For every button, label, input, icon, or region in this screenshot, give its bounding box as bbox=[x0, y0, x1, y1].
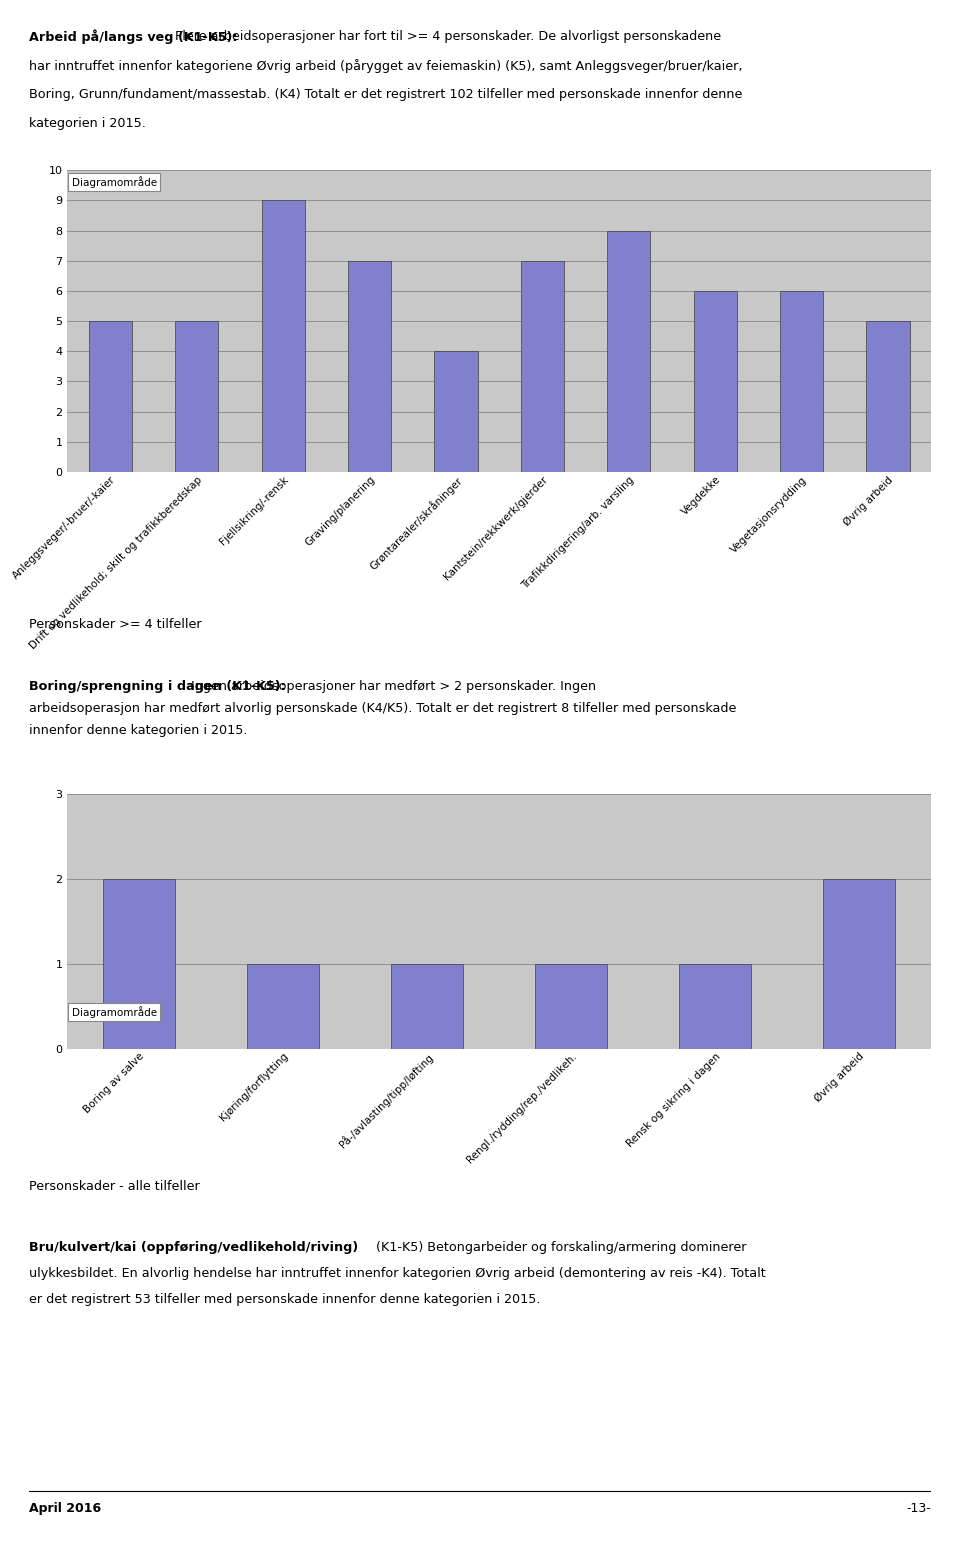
Text: Fjellsikring/-rensk: Fjellsikring/-rensk bbox=[218, 475, 290, 548]
Bar bbox=[434, 351, 477, 472]
Bar bbox=[535, 964, 607, 1049]
Text: Arbeid på/langs veg (K1-K5):: Arbeid på/langs veg (K1-K5): bbox=[29, 29, 237, 45]
Bar bbox=[823, 879, 895, 1049]
Text: Ingen arbeidsoperasjoner har medført > 2 personskader. Ingen: Ingen arbeidsoperasjoner har medført > 2… bbox=[186, 679, 596, 693]
Bar bbox=[780, 291, 823, 472]
Text: Diagramområde: Diagramområde bbox=[71, 176, 156, 189]
Text: Drift og vedlikehold; skilt og trafikkberedskap: Drift og vedlikehold; skilt og trafikkbe… bbox=[28, 475, 204, 651]
Text: ulykkesbildet. En alvorlig hendelse har inntruffet innenfor kategorien Øvrig arb: ulykkesbildet. En alvorlig hendelse har … bbox=[29, 1267, 765, 1279]
Bar bbox=[261, 200, 305, 472]
Text: Flere arbeidsoperasjoner har fort til >= 4 personskader. De alvorligst personska: Flere arbeidsoperasjoner har fort til >=… bbox=[172, 29, 722, 43]
Text: Grøntarealer/skråninger: Grøntarealer/skråninger bbox=[367, 475, 465, 572]
Text: Vegetasjonsrydding: Vegetasjonsrydding bbox=[729, 475, 808, 554]
Text: Anleggsveger/-bruer/-kaier: Anleggsveger/-bruer/-kaier bbox=[11, 475, 117, 582]
Text: Boring/sprengning i dagen (K1-K5):: Boring/sprengning i dagen (K1-K5): bbox=[29, 679, 285, 693]
Text: -13-: -13- bbox=[906, 1502, 931, 1515]
Text: har inntruffet innenfor kategoriene Øvrig arbeid (pårygget av feiemaskin) (K5), : har inntruffet innenfor kategoriene Øvri… bbox=[29, 59, 742, 73]
Bar bbox=[693, 291, 737, 472]
Bar bbox=[391, 964, 463, 1049]
Bar bbox=[866, 320, 909, 472]
Text: Trafikkdirigering/arb. varsling: Trafikkdirigering/arb. varsling bbox=[519, 475, 636, 591]
Text: April 2016: April 2016 bbox=[29, 1502, 101, 1515]
Text: Diagramområde: Diagramområde bbox=[71, 1007, 156, 1018]
Text: Boring av salve: Boring av salve bbox=[83, 1052, 146, 1115]
Text: Boring, Grunn/fundament/massestab. (K4) Totalt er det registrert 102 tilfeller m: Boring, Grunn/fundament/massestab. (K4) … bbox=[29, 88, 742, 101]
Text: Personskader >= 4 tilfeller: Personskader >= 4 tilfeller bbox=[29, 619, 202, 631]
Text: Bru/kulvert/kai (oppføring/vedlikehold/riving): Bru/kulvert/kai (oppføring/vedlikehold/r… bbox=[29, 1241, 358, 1255]
Text: Graving/planering: Graving/planering bbox=[302, 475, 376, 548]
Text: Øvrig arbeid: Øvrig arbeid bbox=[842, 475, 896, 528]
Text: innenfor denne kategorien i 2015.: innenfor denne kategorien i 2015. bbox=[29, 724, 248, 736]
Text: Rensk og sikring i dagen: Rensk og sikring i dagen bbox=[625, 1052, 722, 1149]
Bar bbox=[607, 231, 651, 472]
Text: På-/avlasting/tipp/løfting: På-/avlasting/tipp/løfting bbox=[337, 1052, 436, 1149]
Text: Kjøring/forflytting: Kjøring/forflytting bbox=[218, 1052, 290, 1123]
Bar bbox=[103, 879, 175, 1049]
Text: er det registrert 53 tilfeller med personskade innenfor denne kategorien i 2015.: er det registrert 53 tilfeller med perso… bbox=[29, 1292, 540, 1306]
Text: Øvrig arbeid: Øvrig arbeid bbox=[813, 1052, 867, 1105]
Text: kategorien i 2015.: kategorien i 2015. bbox=[29, 116, 146, 130]
Text: (K1-K5) Betongarbeider og forskaling/armering dominerer: (K1-K5) Betongarbeider og forskaling/arm… bbox=[372, 1241, 746, 1255]
Text: Personskader - alle tilfeller: Personskader - alle tilfeller bbox=[29, 1180, 200, 1193]
Bar bbox=[175, 320, 218, 472]
Bar bbox=[520, 260, 564, 472]
Text: Vegdekke: Vegdekke bbox=[680, 475, 722, 517]
Bar bbox=[348, 260, 392, 472]
Text: arbeidsoperasjon har medført alvorlig personskade (K4/K5). Totalt er det registr: arbeidsoperasjon har medført alvorlig pe… bbox=[29, 702, 736, 715]
Bar bbox=[247, 964, 319, 1049]
Bar bbox=[679, 964, 751, 1049]
Text: Rengl./rydding/rep./vedlikeh.: Rengl./rydding/rep./vedlikeh. bbox=[465, 1052, 578, 1165]
Text: Kantstein/rekkwerk/gjerder: Kantstein/rekkwerk/gjerder bbox=[442, 475, 549, 582]
Bar bbox=[89, 320, 132, 472]
